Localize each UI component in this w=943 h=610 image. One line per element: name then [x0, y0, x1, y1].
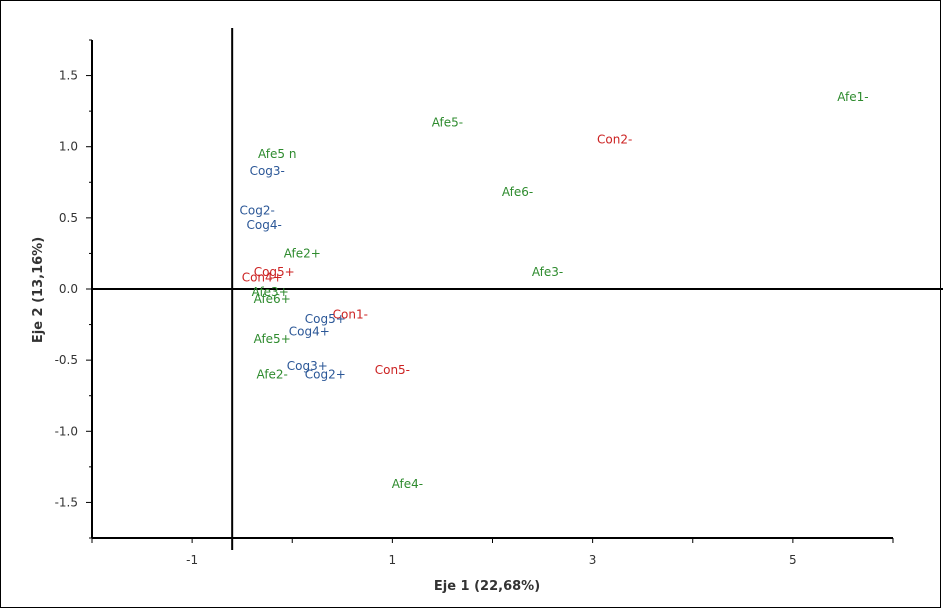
y-tick-label: -1.0	[55, 424, 78, 438]
point-label: Con2-	[597, 133, 632, 147]
point-label: Cog5+	[254, 265, 295, 279]
point-label: Cog5+	[305, 312, 346, 326]
y-tick-label: 0.5	[59, 211, 78, 225]
point-label: Con4+	[242, 271, 283, 285]
y-tick-label: -1.5	[55, 495, 78, 509]
point-label: Afe4-	[392, 477, 423, 491]
point-label: Afe6-	[502, 185, 533, 199]
point-label: Afe5-	[432, 116, 463, 130]
y-axis-title: Eje 2 (13,16%)	[31, 237, 46, 343]
point-label: Afe6+	[254, 292, 291, 306]
point-label: Cog4+	[289, 325, 330, 339]
x-axis-title: Eje 1 (22,68%)	[434, 579, 540, 594]
point-label: Cog3-	[250, 164, 285, 178]
x-tick-label: 5	[789, 553, 797, 567]
point-label: Afe3+	[252, 285, 289, 299]
point-label: Afe5 n	[258, 147, 296, 161]
x-tick-label: 3	[589, 553, 597, 567]
y-tick-label: 0.0	[59, 282, 78, 296]
point-label: Con1-	[333, 308, 368, 322]
point-label: Afe1-	[837, 90, 868, 104]
point-label: Afe2-	[257, 367, 288, 381]
point-label: Cog3+	[287, 359, 328, 373]
axes-group	[91, 28, 943, 550]
x-tick-label: -1	[186, 553, 198, 567]
points-group: Afe1- Con2- Afe5- Afe6- Afe3- Afe5 n Cog3- Cog2…	[240, 90, 869, 491]
point-label: Afe2+	[284, 246, 321, 260]
point-label: Cog2+	[305, 367, 346, 381]
y-tick-label: 1.0	[59, 140, 78, 154]
y-tick-label: -0.5	[55, 353, 78, 367]
point-label: Afe3-	[532, 265, 563, 279]
point-label: Con5-	[375, 363, 410, 377]
y-tick-label: 1.5	[59, 69, 78, 83]
point-label: Cog4-	[247, 218, 282, 232]
point-label: Cog2-	[240, 204, 275, 218]
x-tick-label: 1	[389, 553, 397, 567]
point-label: Afe5+	[254, 332, 291, 346]
ticks-group: -1 1 3 5 1.5 1.0 0.5 0.0 -0.5 -1.0 -1.5	[55, 39, 894, 567]
